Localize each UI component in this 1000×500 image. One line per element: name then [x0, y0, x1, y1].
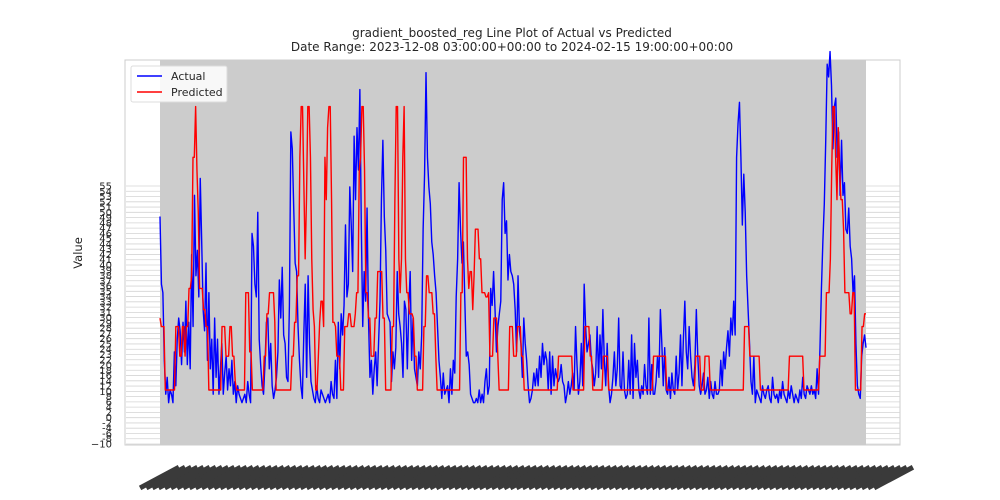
y-tick-label: 47: [99, 224, 112, 235]
y-tick-label: -2: [102, 418, 112, 429]
y-tick-label: 12: [99, 382, 112, 393]
y-tick-label: 36: [99, 282, 112, 293]
y-tick-label: 6: [106, 397, 112, 408]
y-tick-label: 52: [99, 197, 112, 208]
y-tick-label: 16: [99, 371, 112, 382]
y-tick-label: 45: [99, 234, 112, 245]
y-tick-label: 28: [99, 324, 112, 335]
y-tick-label: -4: [102, 424, 112, 435]
y-tick-label: 27: [99, 329, 112, 340]
y-tick-label: -8: [102, 434, 112, 445]
y-tick-label: 53: [99, 192, 112, 203]
y-tick-label: 14: [99, 376, 112, 387]
y-tick-label: 33: [99, 297, 112, 308]
y-tick-label: 0: [106, 413, 112, 424]
y-tick-label: 24: [99, 345, 112, 356]
legend-label-predicted: Predicted: [171, 86, 223, 99]
y-tick-label: 31: [99, 308, 112, 319]
chart-subtitle: Date Range: 2023-12-08 03:00:00+00:00 to…: [291, 40, 733, 54]
y-tick-label: 40: [99, 260, 112, 271]
y-tick-label: 30: [99, 313, 112, 324]
y-tick-label: 10: [99, 387, 112, 398]
y-axis-label: Value: [71, 237, 85, 269]
y-tick-label: 2: [106, 408, 112, 419]
y-tick-label: 32: [99, 303, 112, 314]
y-tick-label: 18: [99, 366, 112, 377]
legend-box: [130, 65, 228, 103]
legend-label-actual: Actual: [171, 70, 205, 83]
x-tick-labels: [138, 465, 915, 491]
y-tick-label: 51: [99, 203, 112, 214]
y-tick-label: 35: [99, 287, 112, 298]
y-tick-labels: −10-8-6-4-202468101214161820222324252627…: [91, 182, 112, 451]
y-tick-label: 48: [99, 218, 112, 229]
legend: Actual Predicted: [130, 65, 228, 103]
y-tick-label: 20: [99, 361, 112, 372]
series-line-actual: [159, 50, 867, 404]
y-tick-label: 34: [99, 292, 112, 303]
y-tick-label: −10: [91, 440, 112, 451]
y-tick-label: 44: [99, 239, 112, 250]
y-tick-label: 54: [99, 187, 112, 198]
y-tick-label: 29: [99, 318, 112, 329]
y-tick-label: 25: [99, 339, 112, 350]
y-tick-label: 4: [106, 403, 112, 414]
y-tick-label: -6: [102, 429, 112, 440]
y-tick-label: 41: [99, 255, 112, 266]
y-tick-label: 23: [99, 350, 112, 361]
y-tick-label: 49: [99, 213, 112, 224]
chart-title: gradient_boosted_reg Line Plot of Actual…: [352, 26, 672, 40]
y-tick-label: 55: [99, 182, 112, 193]
y-tick-label: 46: [99, 229, 112, 240]
series-lines: [159, 50, 867, 404]
y-tick-label: 39: [99, 266, 112, 277]
y-tick-label: 38: [99, 271, 112, 282]
y-tick-label: 43: [99, 245, 112, 256]
y-tick-label: 26: [99, 334, 112, 345]
x-tick-label: [872, 465, 915, 491]
y-tick-label: 42: [99, 250, 112, 261]
series-line-predicted: [159, 105, 866, 391]
y-tick-label: 8: [106, 392, 112, 403]
y-tick-label: 50: [99, 208, 112, 219]
y-tick-label: 22: [99, 355, 112, 366]
plot-area: [160, 60, 866, 445]
y-tick-label: 37: [99, 276, 112, 287]
